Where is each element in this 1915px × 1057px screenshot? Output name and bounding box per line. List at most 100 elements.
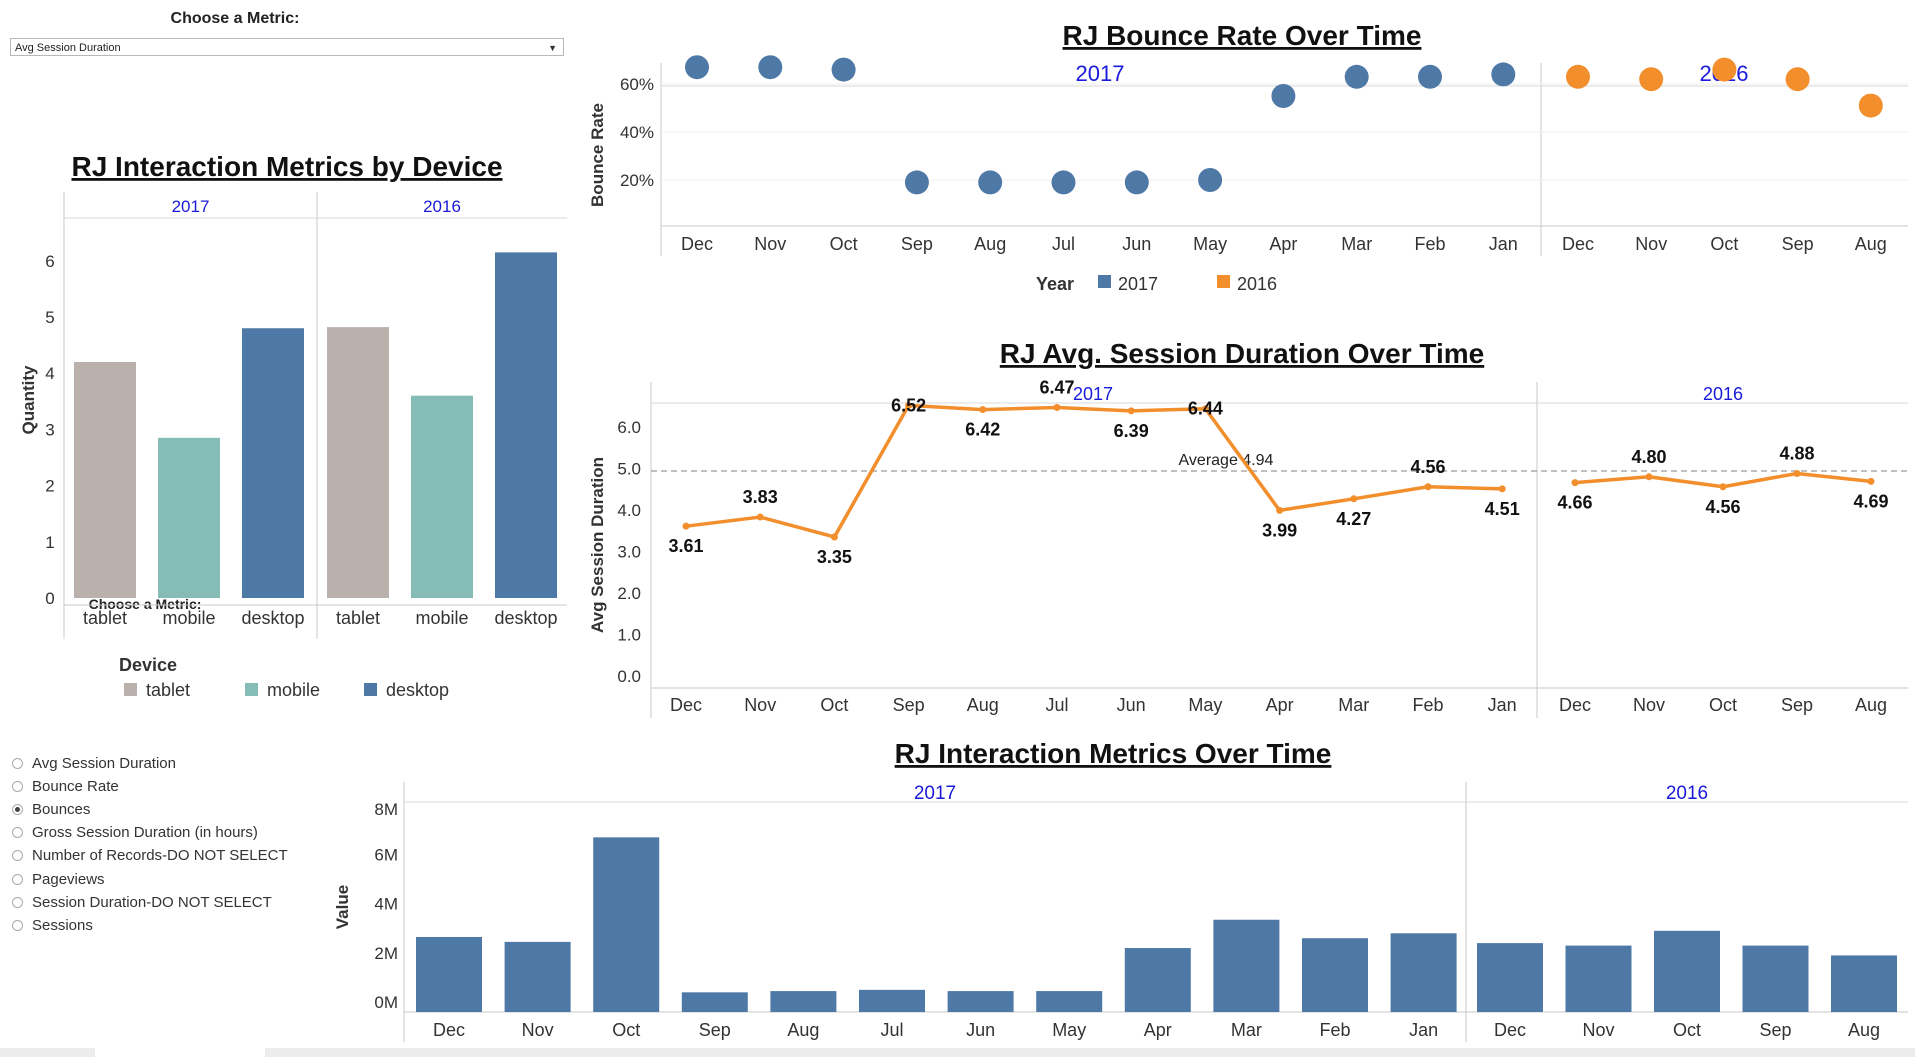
radio-button[interactable] [12, 896, 23, 908]
duration-point [1645, 473, 1653, 481]
duration-average-label: Average 4.94 [1179, 452, 1274, 469]
bounces-x-tick-label: Jan [1409, 1020, 1438, 1040]
metric-radio-option[interactable]: Gross Session Duration (in hours) [12, 822, 258, 844]
bounce-point-2016 [1858, 93, 1883, 118]
duration-point [1350, 495, 1358, 503]
bounces-chart-title: RJ Interaction Metrics Over Time [895, 738, 1332, 769]
radio-option-label: Bounce Rate [32, 777, 119, 795]
bounces-x-tick-label: Dec [433, 1020, 465, 1040]
duration-data-label: 4.56 [1705, 497, 1740, 517]
duration-x-tick-label: Oct [820, 695, 848, 715]
bounce-y-tick: 60% [620, 75, 654, 94]
bounces-x-tick-label: Mar [1231, 1020, 1262, 1040]
device-y-tick: 5 [45, 308, 54, 327]
bounces-x-tick-label: May [1052, 1020, 1086, 1040]
bounces-x-tick-label: Feb [1319, 1020, 1350, 1040]
duration-point [682, 522, 690, 530]
duration-x-tick-label: Jun [1117, 695, 1146, 715]
metric-radio-option[interactable]: Bounce Rate [12, 775, 119, 797]
radio-button[interactable] [12, 803, 23, 815]
radio-option-label: Sessions [32, 916, 93, 934]
bounce-point-2017 [1198, 168, 1223, 192]
bounce-x-tick-label: Mar [1341, 234, 1372, 254]
radio-button[interactable] [12, 850, 23, 862]
bounces-bar-2017 [1213, 919, 1280, 1012]
radio-button[interactable] [12, 827, 23, 839]
bounce-x-tick-label: Jul [1052, 234, 1075, 254]
duration-point [1793, 469, 1801, 477]
bounce-point-2017 [1418, 64, 1442, 89]
duration-x-tick-label: Nov [744, 695, 776, 715]
duration-point [1424, 483, 1432, 491]
bounce-point-2017 [758, 55, 783, 80]
radio-button[interactable] [12, 757, 23, 769]
metric-radio-option[interactable]: Pageviews [12, 868, 105, 890]
bounce-x-tick-label: Oct [1710, 234, 1738, 254]
radio-button[interactable] [12, 919, 23, 931]
radio-option-label: Session Duration-DO NOT SELECT [32, 893, 272, 911]
duration-line-2017 [685, 403, 1503, 539]
device-legend-swatch [364, 683, 377, 696]
metric-radio-option[interactable]: Number of Records-DO NOT SELECT [12, 845, 288, 867]
bounces-x-tick-label: Jun [966, 1020, 995, 1040]
duration-data-label: 4.66 [1557, 493, 1592, 513]
device-bar [327, 327, 389, 598]
bounces-y-axis-label: Value [333, 885, 352, 929]
duration-data-label: 4.80 [1631, 447, 1666, 467]
duration-x-tick-label: Mar [1338, 695, 1369, 715]
device-y-tick: 4 [45, 364, 54, 383]
bounce-point-2017 [978, 170, 1003, 195]
bounces-bar-2016 [1742, 945, 1809, 1012]
bounce-x-tick-label: Nov [754, 234, 786, 254]
bounce-point-2016 [1639, 67, 1664, 92]
duration-data-label: 6.47 [1039, 377, 1074, 397]
device-bar [495, 252, 557, 598]
duration-y-tick: 2.0 [617, 584, 641, 603]
bounces-bar-2016 [1654, 930, 1720, 1012]
device-y-tick: 3 [45, 420, 54, 439]
duration-data-label: 6.44 [1188, 399, 1223, 419]
device-legend-swatch [245, 683, 258, 696]
bounces-bar-2016 [1565, 945, 1632, 1012]
duration-point [1719, 483, 1727, 491]
bounce-x-tick-label: Sep [901, 234, 933, 254]
radio-button[interactable] [12, 780, 23, 792]
duration-data-label: 4.51 [1485, 499, 1520, 519]
bounce-legend-label: 2017 [1118, 274, 1158, 294]
bounces-bar-2017 [859, 989, 925, 1012]
duration-y-tick: 1.0 [617, 626, 641, 645]
bounces-bar-2017 [1390, 933, 1457, 1012]
duration-data-label: 3.83 [743, 487, 778, 507]
bounces-bar-2017 [1302, 938, 1368, 1012]
metric-dropdown-value: Avg Session Duration [15, 42, 121, 54]
device-y-tick: 1 [45, 533, 54, 552]
bounce-x-tick-label: Dec [681, 234, 713, 254]
radio-button[interactable] [12, 873, 23, 885]
bounces-bar-2017 [416, 936, 482, 1012]
bounces-x-tick-label: Nov [1582, 1020, 1614, 1040]
bounce-point-2016 [1712, 57, 1737, 82]
bounce-x-tick-label: Aug [974, 234, 1006, 254]
metric-selector-title: Choose a Metric: [170, 10, 300, 27]
device-legend-label: mobile [267, 680, 320, 700]
metric-dropdown[interactable]: Avg Session Duration ▼ [10, 38, 564, 56]
sheet-tab-active[interactable] [95, 1048, 265, 1057]
duration-panel-header-2016: 2016 [1703, 384, 1743, 404]
bounce-x-tick-label: Feb [1414, 234, 1445, 254]
metric-radio-option[interactable]: Session Duration-DO NOT SELECT [12, 891, 272, 913]
device-bar [74, 361, 136, 598]
duration-point [756, 513, 764, 521]
duration-data-label: 4.69 [1853, 491, 1888, 511]
metric-radio-option[interactable]: Bounces [12, 798, 90, 820]
metric-radio-option[interactable]: Avg Session Duration [12, 752, 176, 774]
device-legend-title: Device [119, 655, 177, 675]
duration-panel-header-2017: 2017 [1073, 384, 1113, 404]
duration-data-label: 6.52 [891, 395, 926, 415]
bounces-bar-2016 [1831, 955, 1897, 1012]
metric-radio-option[interactable]: Sessions [12, 914, 93, 936]
bounces-y-tick: 2M [374, 944, 398, 963]
duration-point [1201, 405, 1209, 413]
bounces-bar-2017 [947, 991, 1014, 1012]
bounces-bar-2017 [770, 991, 837, 1012]
